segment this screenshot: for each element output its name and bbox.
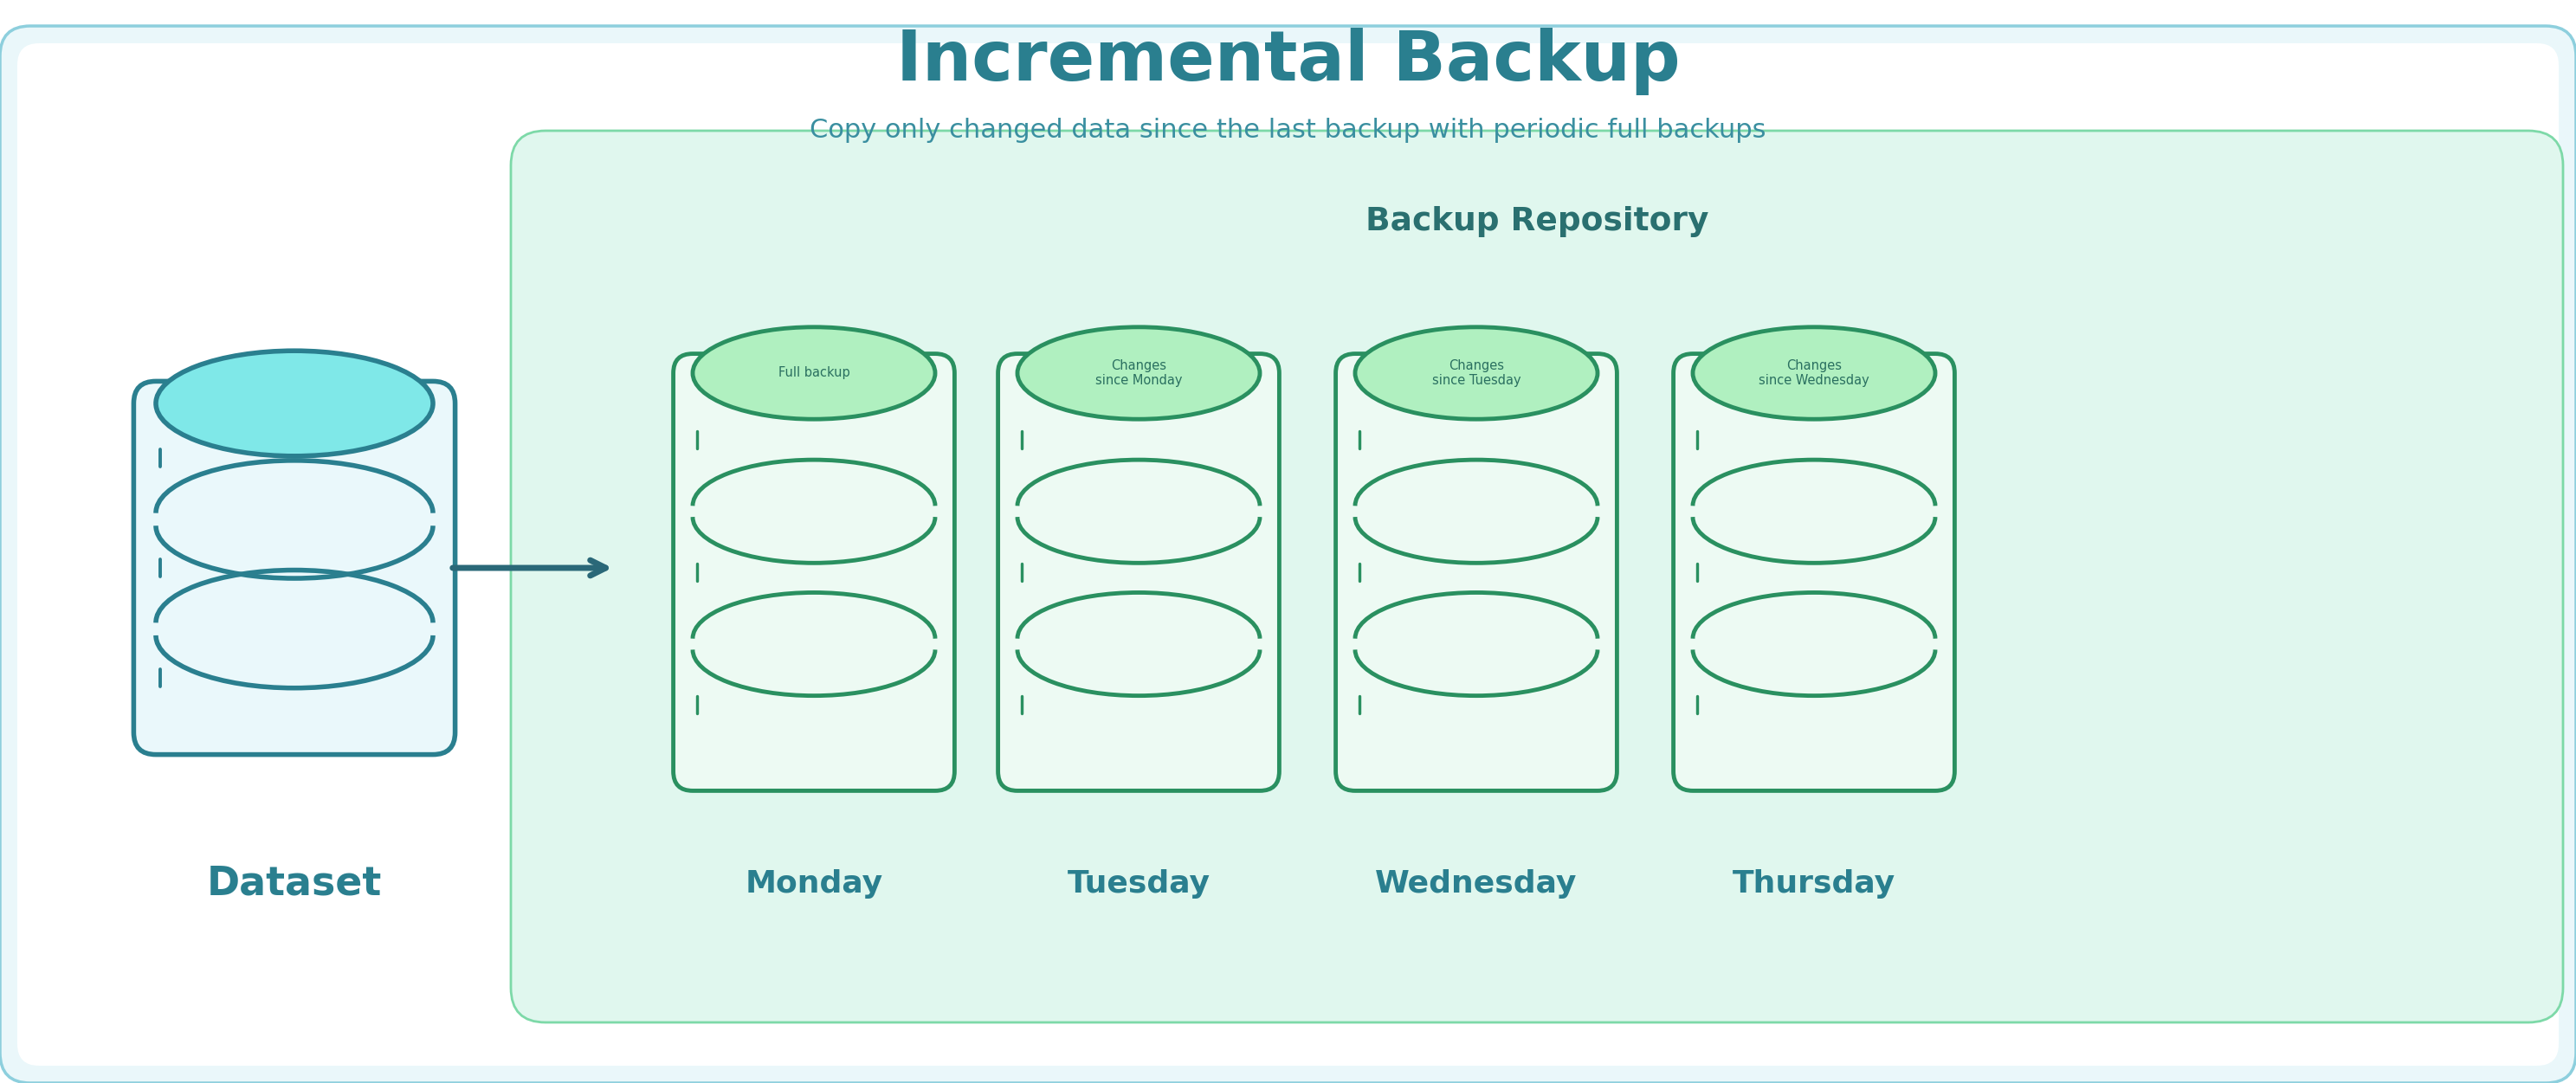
FancyBboxPatch shape [997,354,1280,791]
Text: Incremental Backup: Incremental Backup [896,28,1680,95]
Ellipse shape [1692,327,1935,419]
FancyBboxPatch shape [1674,354,1955,791]
FancyBboxPatch shape [0,26,2576,1083]
Text: Backup Repository: Backup Repository [1365,206,1708,237]
FancyBboxPatch shape [510,131,2563,1022]
Text: Thursday: Thursday [1734,870,1896,899]
Text: Changes
since Tuesday: Changes since Tuesday [1432,360,1520,387]
Ellipse shape [157,351,433,456]
Text: Monday: Monday [744,870,884,899]
Text: Wednesday: Wednesday [1376,870,1577,899]
Ellipse shape [1018,327,1260,419]
FancyBboxPatch shape [1337,354,1618,791]
Text: Copy only changed data since the last backup with periodic full backups: Copy only changed data since the last ba… [809,118,1767,143]
Text: Full backup: Full backup [778,367,850,380]
Ellipse shape [1355,327,1597,419]
FancyBboxPatch shape [672,354,956,791]
Text: Changes
since Wednesday: Changes since Wednesday [1759,360,1870,387]
Text: Tuesday: Tuesday [1066,870,1211,899]
Ellipse shape [693,327,935,419]
Text: Dataset: Dataset [206,864,381,903]
FancyBboxPatch shape [134,381,456,755]
FancyBboxPatch shape [18,43,2558,1066]
Text: Changes
since Monday: Changes since Monday [1095,360,1182,387]
